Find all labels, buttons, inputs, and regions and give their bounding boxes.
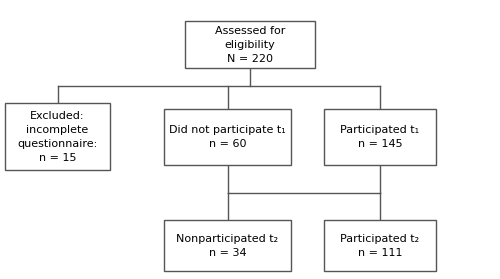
FancyBboxPatch shape	[324, 220, 436, 271]
Text: Nonparticipated t₂
n = 34: Nonparticipated t₂ n = 34	[176, 234, 278, 258]
Text: Participated t₁
n = 145: Participated t₁ n = 145	[340, 125, 419, 149]
FancyBboxPatch shape	[164, 220, 291, 271]
FancyBboxPatch shape	[185, 21, 315, 68]
Text: Did not participate t₁
n = 60: Did not participate t₁ n = 60	[169, 125, 286, 149]
Text: Participated t₂
n = 111: Participated t₂ n = 111	[340, 234, 419, 258]
Text: Excluded:
incomplete
questionnaire:
n = 15: Excluded: incomplete questionnaire: n = …	[18, 111, 98, 163]
FancyBboxPatch shape	[324, 109, 436, 165]
FancyBboxPatch shape	[164, 109, 291, 165]
FancyBboxPatch shape	[5, 103, 110, 170]
Text: Assessed for
eligibility
N = 220: Assessed for eligibility N = 220	[215, 26, 285, 64]
